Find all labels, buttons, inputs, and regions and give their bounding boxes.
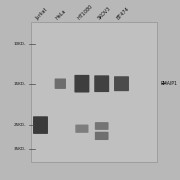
FancyBboxPatch shape — [114, 76, 129, 91]
FancyBboxPatch shape — [75, 75, 89, 93]
Text: 10KD-: 10KD- — [14, 42, 26, 46]
FancyBboxPatch shape — [55, 78, 66, 89]
FancyBboxPatch shape — [75, 125, 89, 133]
Text: HT1080: HT1080 — [76, 4, 94, 21]
Text: SKOV3: SKOV3 — [96, 6, 111, 21]
Text: Jurkat: Jurkat — [35, 7, 49, 21]
Text: 25KD-: 25KD- — [14, 123, 26, 127]
Bar — [31, 22, 157, 162]
FancyBboxPatch shape — [33, 116, 48, 134]
FancyBboxPatch shape — [94, 75, 109, 92]
Text: HeLa: HeLa — [55, 8, 67, 21]
Text: 35KD-: 35KD- — [14, 147, 26, 150]
Text: PMAIP1: PMAIP1 — [160, 81, 177, 86]
Text: 15KD-: 15KD- — [14, 82, 26, 86]
FancyBboxPatch shape — [95, 122, 109, 130]
FancyBboxPatch shape — [95, 132, 109, 140]
Text: BT474: BT474 — [116, 6, 131, 21]
